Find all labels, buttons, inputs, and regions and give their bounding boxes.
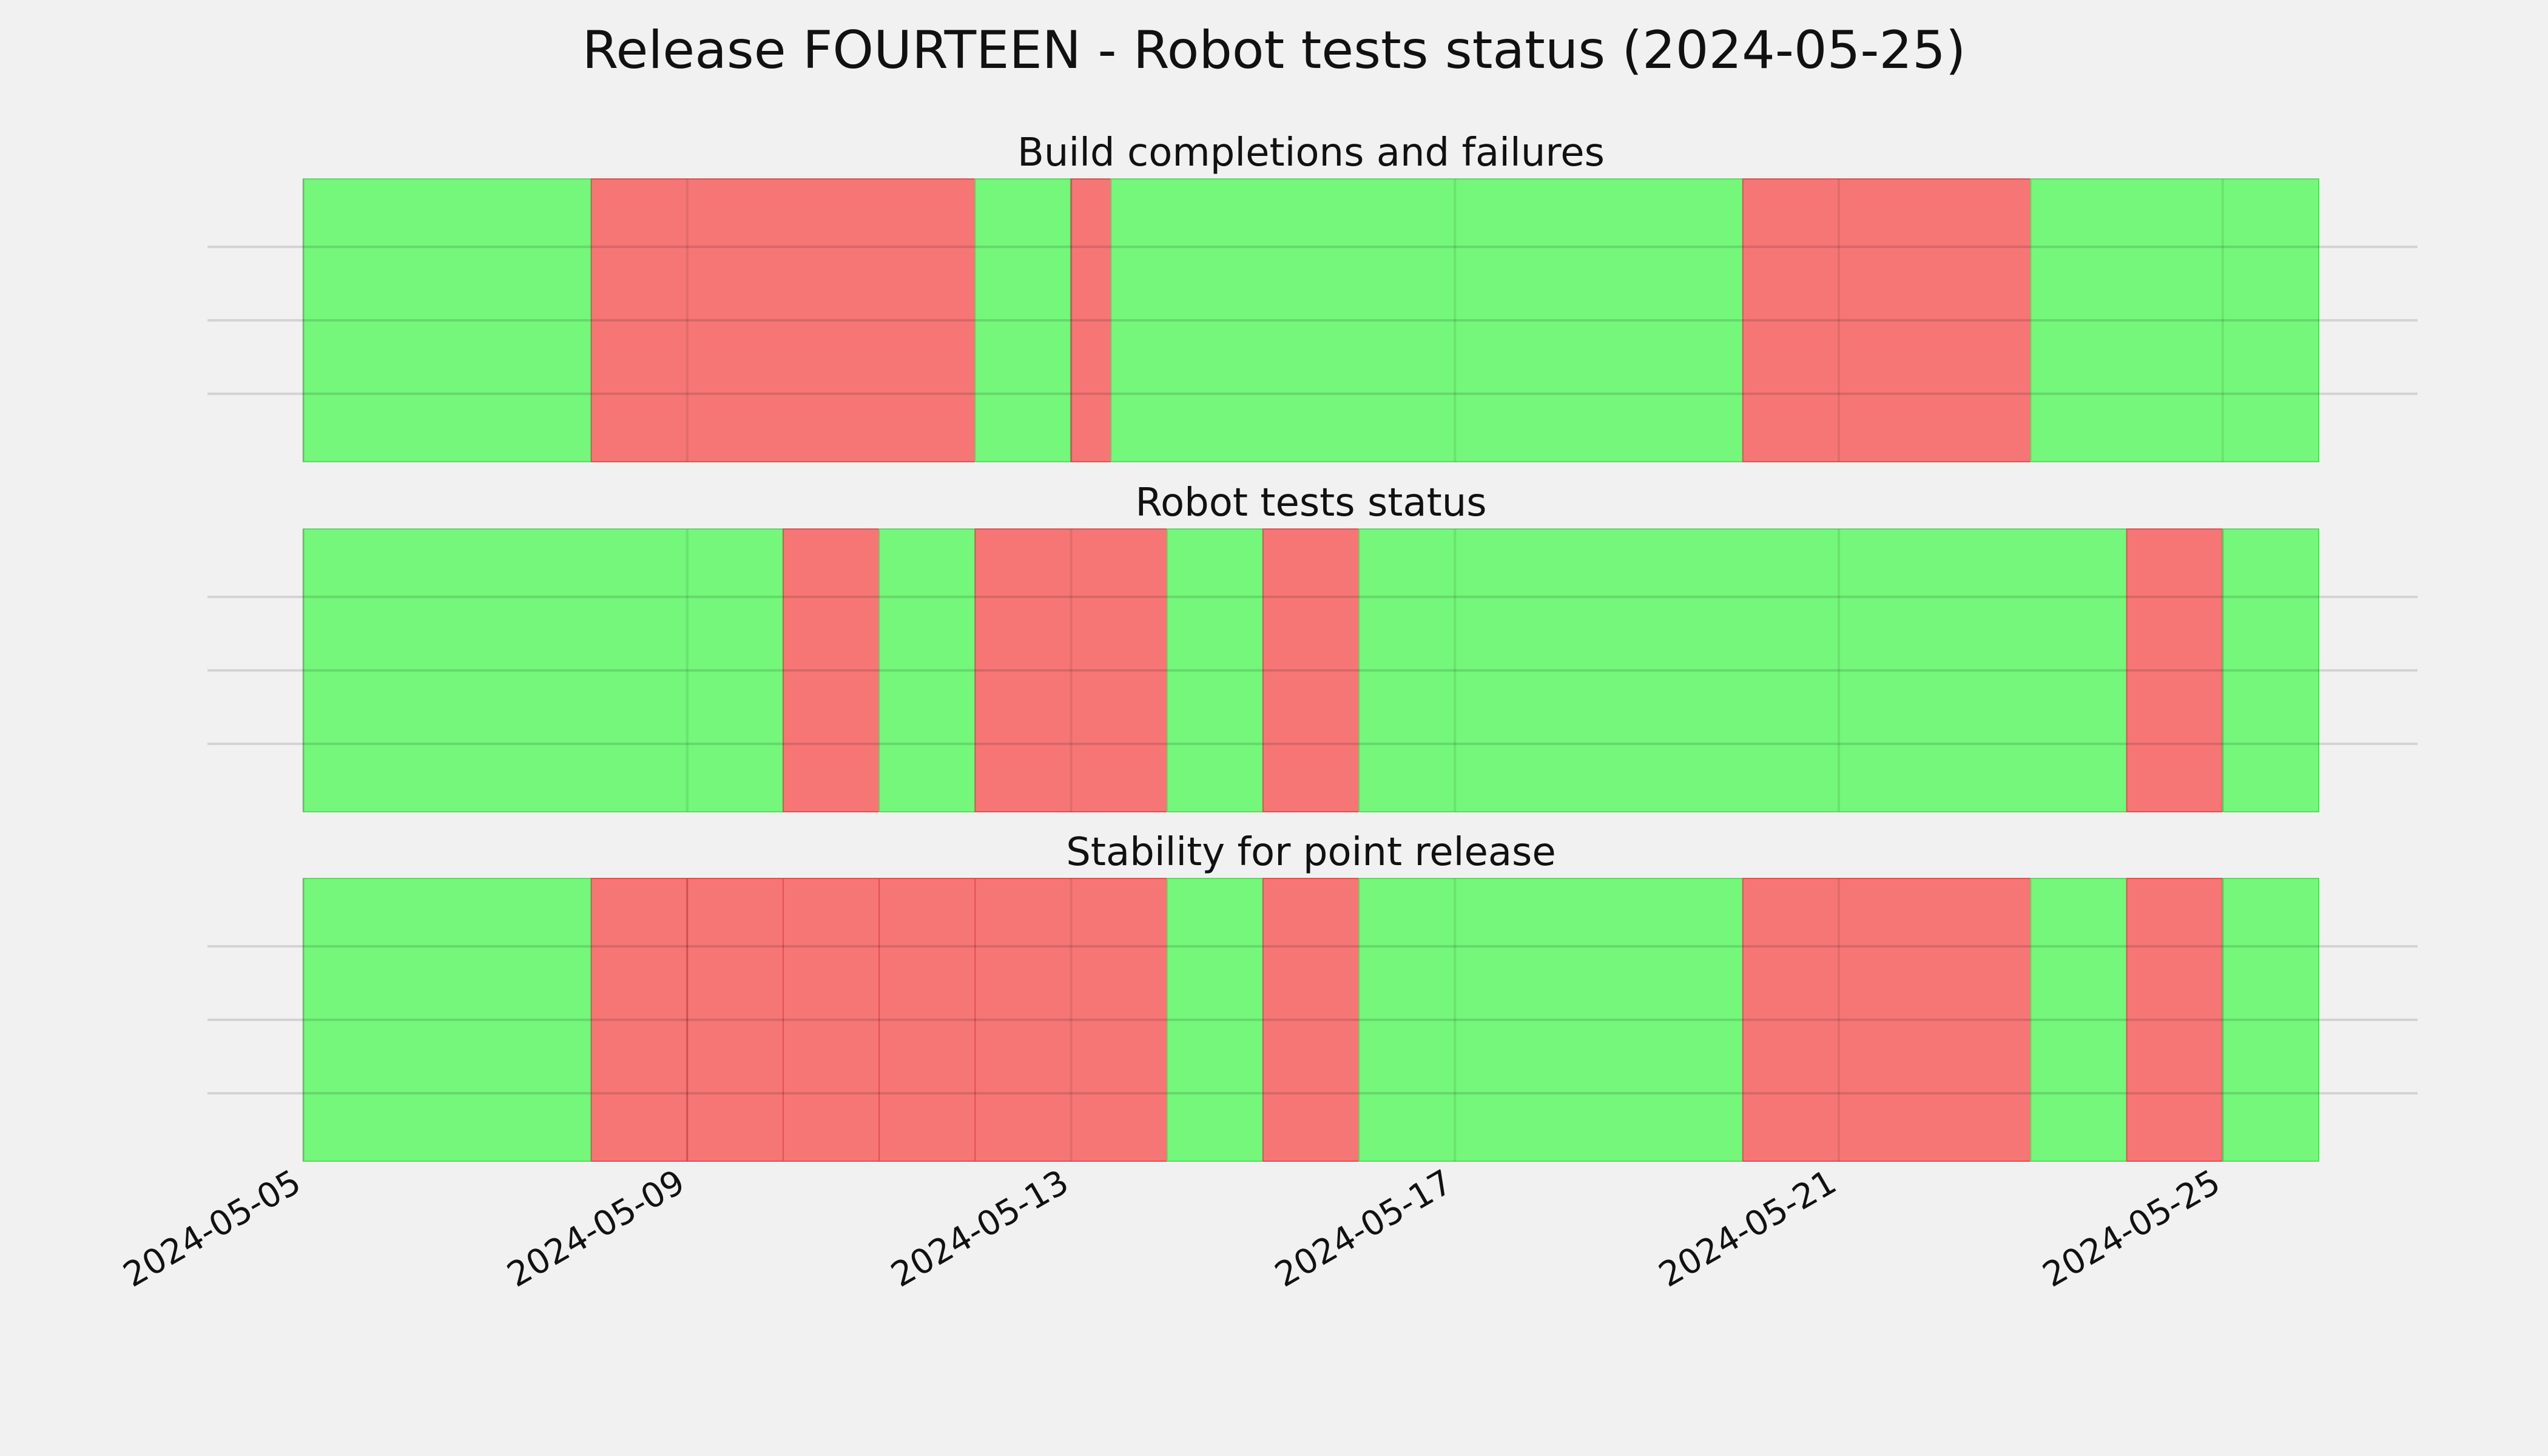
status-segment-pass [1110, 178, 1744, 462]
status-segment-fail [782, 528, 880, 812]
status-segment-pass [1166, 528, 1264, 812]
panel-title: Build completions and failures [1017, 130, 1605, 175]
status-segment-pass [1166, 878, 1264, 1162]
status-segment-pass [2030, 178, 2319, 462]
status-segment-pass [2030, 878, 2128, 1162]
status-segment-fail [1262, 528, 1360, 812]
status-segment-fail [2126, 878, 2223, 1162]
status-segment-pass [878, 528, 976, 812]
status-segment-fail [878, 878, 976, 1162]
status-segment-pass [1358, 528, 2128, 812]
panel-title: Stability for point release [1066, 830, 1556, 875]
status-segment-fail [590, 178, 976, 462]
status-segment-pass [1358, 878, 1744, 1162]
status-segment-fail [1262, 878, 1360, 1162]
status-segment-fail [1742, 178, 2032, 462]
status-segment-pass [303, 878, 592, 1162]
status-segment-pass [974, 178, 1072, 462]
panel-2: Robot tests status [207, 480, 2418, 812]
status-segment-pass [303, 528, 784, 812]
status-segment-fail [782, 878, 880, 1162]
panel-3: Stability for point release [207, 830, 2418, 1162]
panel-1: Build completions and failures [207, 130, 2418, 462]
status-segment-pass [2222, 528, 2320, 812]
status-segment-fail [2126, 528, 2223, 812]
status-segment-fail [974, 528, 1168, 812]
status-segment-fail [590, 878, 688, 1162]
status-segment-fail [1742, 878, 2032, 1162]
status-segment-fail [1070, 178, 1112, 462]
status-segment-pass [2222, 878, 2320, 1162]
panel-title: Robot tests status [1135, 480, 1486, 525]
status-segment-fail [686, 878, 784, 1162]
figure-title: Release FOURTEEN - Robot tests status (2… [582, 20, 1966, 81]
status-segment-pass [303, 178, 592, 462]
panels: Build completions and failures Robot test… [207, 130, 2418, 1162]
status-segment-fail [974, 878, 1168, 1162]
